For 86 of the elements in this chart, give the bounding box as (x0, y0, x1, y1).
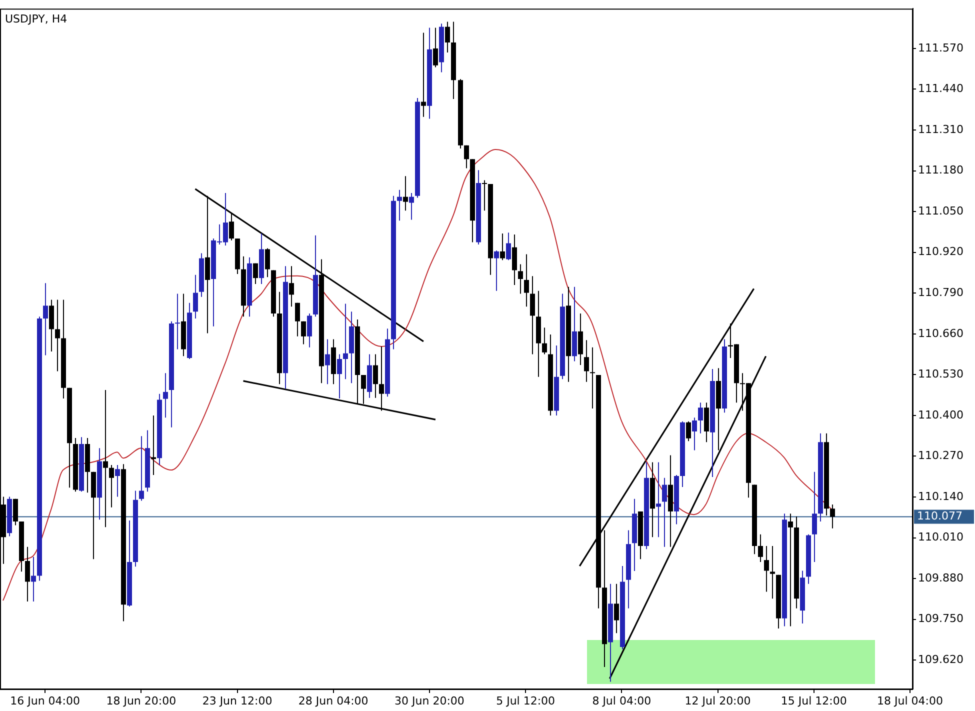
candlestick (49, 299, 54, 352)
candlestick (253, 262, 258, 285)
candlestick (662, 477, 667, 548)
candlestick (115, 464, 120, 498)
y-tick-label: 111.570 (918, 41, 964, 54)
y-tick-label: 110.920 (918, 245, 964, 258)
y-tick-label: 111.310 (918, 122, 964, 136)
y-tick-label: 110.270 (918, 449, 964, 462)
candlestick (139, 436, 144, 502)
candlestick (103, 390, 108, 528)
candlestick (494, 250, 499, 292)
candlestick (397, 189, 402, 222)
candlestick (698, 402, 703, 434)
y-tick-label: 110.400 (918, 408, 964, 422)
y-tick-label: 111.440 (918, 82, 964, 96)
candlestick (373, 354, 378, 398)
candlestick (337, 354, 342, 400)
candlestick (55, 299, 60, 372)
candlestick (758, 534, 763, 562)
candlestick (518, 264, 523, 294)
candlestick (692, 417, 697, 451)
candlestick (812, 471, 817, 562)
candlestick (31, 556, 36, 602)
candlestick (590, 346, 595, 410)
candlestick (175, 293, 180, 350)
candlestick (421, 32, 426, 118)
candlestick (343, 303, 348, 380)
candlestick (530, 276, 535, 355)
y-tick-label: 109.880 (918, 571, 964, 584)
x-tick-label: 8 Jul 04:00 (592, 694, 652, 708)
x-tick-label: 5 Jul 12:00 (496, 694, 556, 708)
candlestick (614, 583, 619, 634)
candlestick (788, 513, 793, 627)
candlestick (325, 338, 330, 385)
y-tick-label: 110.790 (918, 286, 964, 299)
y-tick-label: 110.010 (918, 530, 964, 544)
candlestick (307, 313, 312, 348)
x-tick-label: 12 Jul 20:00 (684, 694, 751, 708)
candlestick (500, 233, 505, 261)
x-tick-label: 23 Jun 12:00 (202, 694, 272, 708)
candlestick (109, 464, 114, 508)
candlestick (409, 192, 414, 220)
candlestick (43, 282, 48, 356)
y-tick-label: 110.140 (918, 490, 964, 503)
y-tick-label: 111.050 (918, 204, 964, 218)
candlestick (830, 504, 835, 529)
candlestick (433, 27, 438, 68)
candlestick (542, 327, 547, 355)
candlestick (764, 545, 769, 592)
candlestick (524, 254, 529, 308)
candlestick (686, 420, 691, 442)
x-tick-label: 28 Jun 04:00 (298, 694, 368, 708)
candlestick (301, 320, 306, 345)
candlestick (13, 498, 18, 526)
candlestick (295, 302, 300, 337)
x-tick-label: 18 Jun 20:00 (106, 694, 176, 708)
candlestick (656, 462, 661, 538)
candlestick (482, 180, 487, 212)
y-tick-label: 111.180 (918, 164, 964, 177)
candlestick (770, 545, 775, 600)
candlestick (193, 274, 198, 320)
candlestick (512, 234, 517, 286)
candlestick (25, 546, 30, 602)
candlestick (445, 21, 450, 54)
y-tick-label: 110.530 (918, 368, 964, 381)
chart-title: USDJPY, H4 (5, 12, 68, 26)
x-tick-label: 18 Jul 04:00 (877, 694, 943, 708)
y-tick-label: 110.660 (918, 326, 964, 340)
candlestick (704, 402, 709, 443)
y-tick-label: 109.750 (918, 612, 964, 626)
x-tick-label: 15 Jul 12:00 (780, 694, 847, 708)
candlestick (265, 248, 270, 278)
ref-line-label: 110.077 (917, 510, 962, 523)
x-tick-label: 16 Jun 04:00 (10, 694, 80, 708)
candlestick (464, 144, 469, 169)
candlestick (229, 212, 234, 241)
candlestick (205, 195, 210, 334)
candlestick (289, 266, 294, 308)
candlestick (578, 313, 583, 366)
candlestick (151, 414, 156, 476)
candlestick (163, 372, 168, 418)
candlestick (403, 176, 408, 212)
y-tick-label: 109.620 (918, 653, 964, 666)
candlestick (584, 340, 589, 382)
x-tick-label: 30 Jun 20:00 (394, 694, 464, 708)
candlestick (506, 232, 511, 261)
